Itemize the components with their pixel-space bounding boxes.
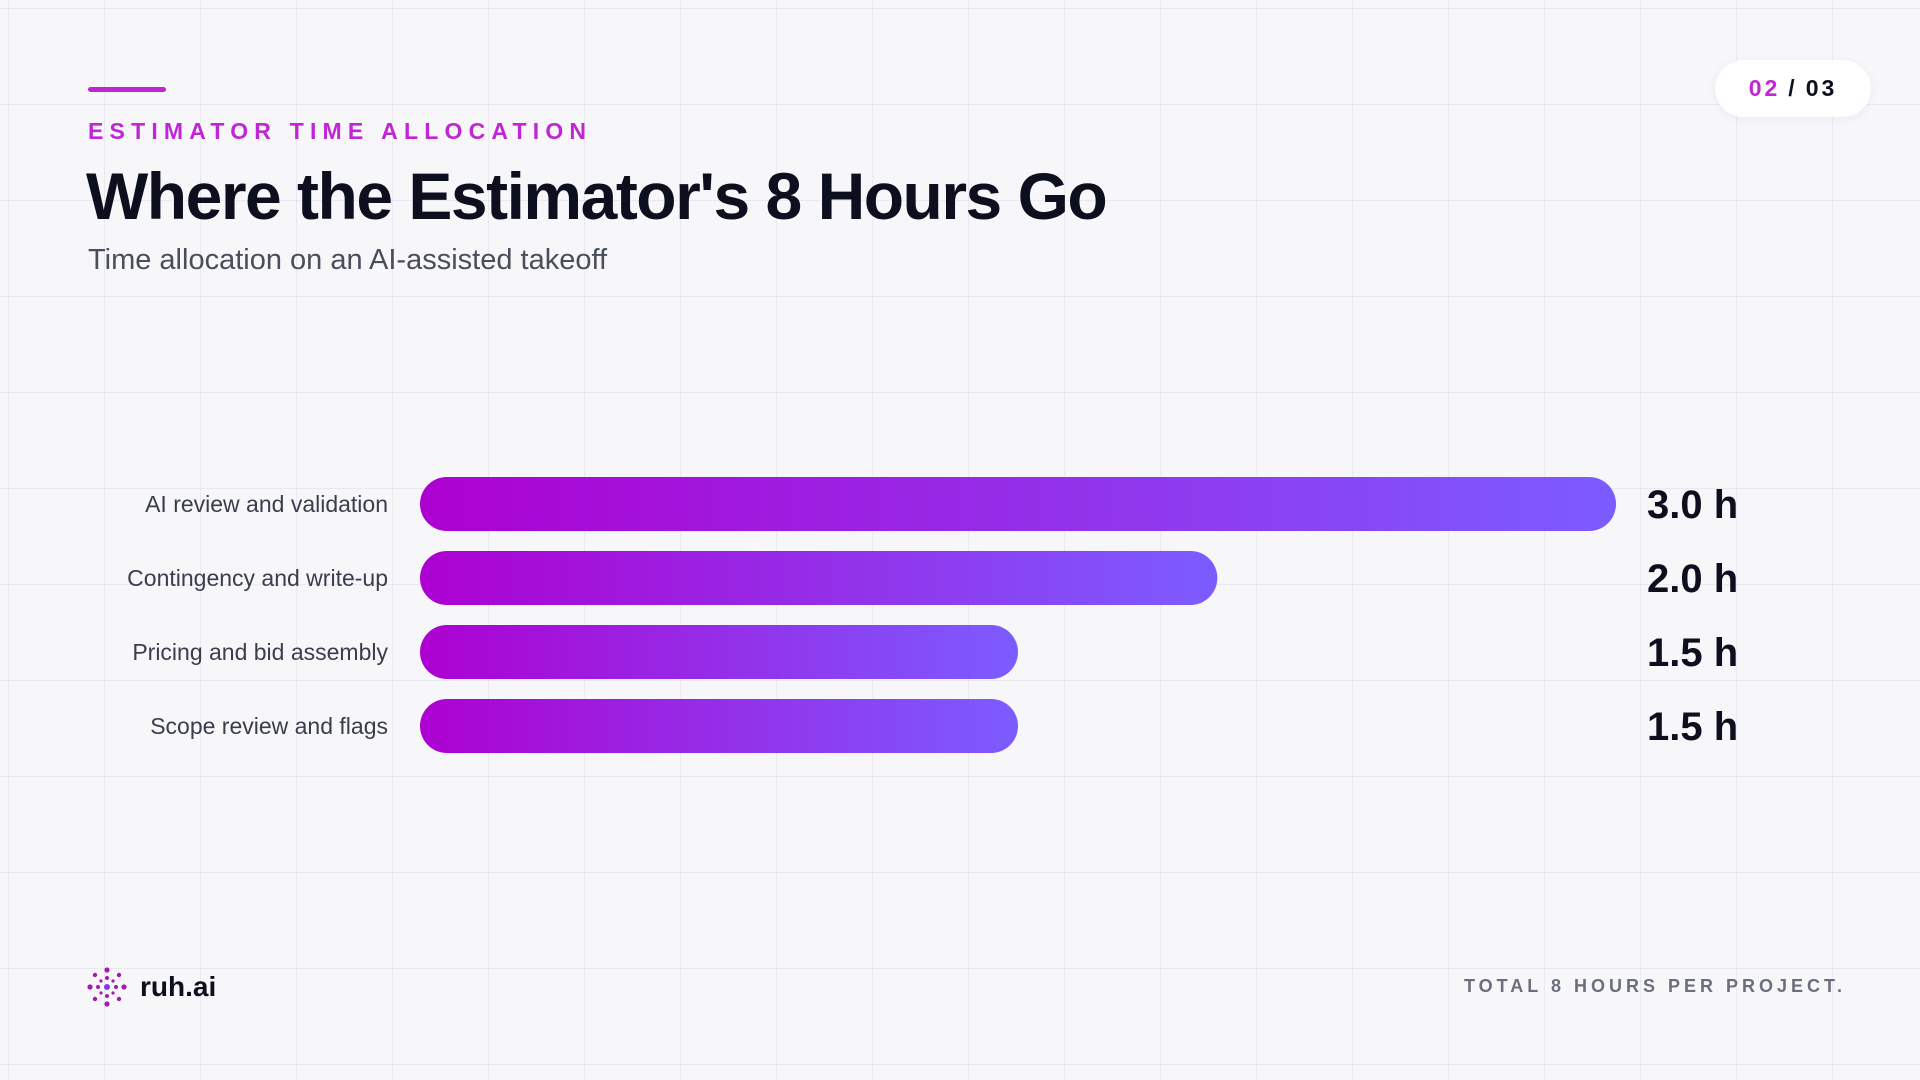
category-label: AI review and validation [145,491,388,517]
brand-name: ruh.ai [140,971,217,1002]
category-label: Pricing and bid assembly [132,639,388,665]
total-pages: 03 [1805,75,1838,101]
category-label: Contingency and write-up [127,565,388,591]
dotted-circle-logo-icon [87,967,127,1007]
bar [420,699,1018,753]
bar-group: AI review and validation 3.0 h Contingency… [127,477,1738,753]
brand: ruh.ai [86,966,216,1008]
page-title: Where the Estimator's 8 Hours Go [86,159,1108,233]
value-label: 2.0 h [1647,557,1738,601]
eyebrow-label: ESTIMATOR TIME ALLOCATION [88,118,593,144]
bar [420,625,1018,679]
category-label: Scope review and flags [150,713,388,739]
bar [420,551,1218,605]
current-page: 02 [1748,75,1781,101]
page-separator: / [1788,75,1798,101]
accent-line [88,87,166,92]
value-label: 1.5 h [1647,705,1738,749]
page-subtitle: Time allocation on an AI-assisted takeof… [88,244,608,276]
value-label: 3.0 h [1647,483,1738,527]
page-indicator: 02 / 03 [1715,60,1871,117]
bar [420,477,1616,531]
footer-note: TOTAL 8 HOURS PER PROJECT. [1463,976,1846,996]
value-label: 1.5 h [1647,631,1738,675]
